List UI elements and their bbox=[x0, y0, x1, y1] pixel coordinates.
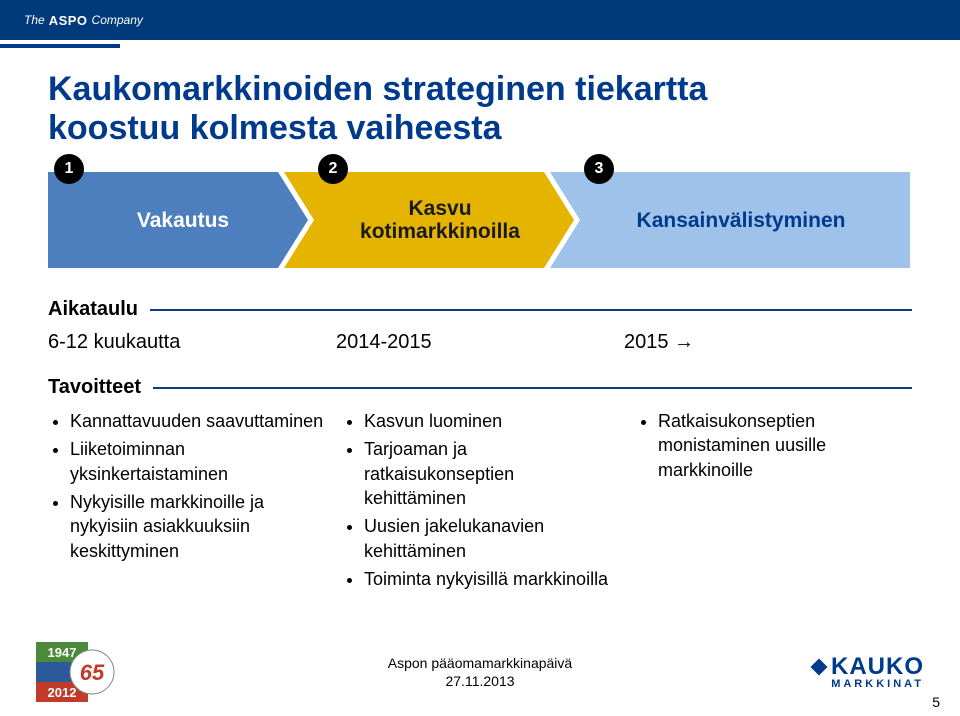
slide-title: Kaukomarkkinoiden strateginen tiekartta … bbox=[48, 70, 912, 148]
goal-item: Nykyisille markkinoille ja nykyisiin asi… bbox=[70, 490, 324, 563]
section-tavoitteet-header: Tavoitteet bbox=[48, 376, 912, 399]
title-line2: koostuu kolmesta vaiheesta bbox=[48, 109, 502, 147]
brand-topbar: The ASPO Company bbox=[0, 0, 960, 40]
footer-line2: 27.11.2013 bbox=[0, 672, 960, 690]
goal-item: Toiminta nykyisillä markkinoilla bbox=[364, 567, 618, 591]
phase-3-label: Kansainvälistyminen bbox=[550, 172, 910, 268]
goal-item: Liiketoiminnan yksinkertaistaminen bbox=[70, 437, 324, 486]
goals-row: Kannattavuuden saavuttaminen Liiketoimin… bbox=[48, 409, 912, 595]
goals-col-2: Kasvun luominen Tarjoaman ja ratkaisukon… bbox=[342, 409, 618, 595]
timeline-col-2: 2014-2015 bbox=[336, 331, 624, 354]
section-aikataulu-header: Aikataulu bbox=[48, 298, 912, 321]
phase-chevrons-row: 1 Vakautus 2 Kasvu kotimarkkinoilla 3 Ka… bbox=[48, 172, 912, 268]
timeline-col-1: 6-12 kuukautta bbox=[48, 331, 336, 354]
phase-2: 2 Kasvu kotimarkkinoilla bbox=[284, 172, 574, 268]
phase-3: 3 Kansainvälistyminen bbox=[550, 172, 910, 268]
aikataulu-label: Aikataulu bbox=[48, 298, 138, 321]
title-accent-bar bbox=[0, 44, 120, 48]
goal-item: Uusien jakelukanavien kehittäminen bbox=[364, 514, 618, 563]
goal-item: Ratkaisukonseptien monistaminen uusille … bbox=[658, 409, 912, 482]
timeline-row: 6-12 kuukautta 2014-2015 2015 → bbox=[48, 331, 912, 354]
brand-logo-text: ASPO bbox=[49, 13, 88, 28]
section-rule bbox=[150, 309, 912, 311]
brand-prefix: The bbox=[24, 13, 45, 27]
brand-suffix: Company bbox=[92, 13, 143, 27]
slide-content: Kaukomarkkinoiden strateginen tiekartta … bbox=[0, 40, 960, 595]
goal-item: Kasvun luominen bbox=[364, 409, 618, 433]
goals-col-3: Ratkaisukonseptien monistaminen uusille … bbox=[636, 409, 912, 595]
title-line1: Kaukomarkkinoiden strateginen tiekartta bbox=[48, 70, 707, 108]
tavoitteet-label: Tavoitteet bbox=[48, 376, 141, 399]
goals-col-1: Kannattavuuden saavuttaminen Liiketoimin… bbox=[48, 409, 324, 595]
goal-item: Tarjoaman ja ratkaisukonseptien kehittäm… bbox=[364, 437, 618, 510]
timeline-col-3: 2015 → bbox=[624, 331, 912, 354]
section-rule bbox=[153, 387, 912, 389]
phase-1-label: Vakautus bbox=[48, 172, 308, 268]
slide-footer: 1947 2012 65 Aspon pääomamarkkinapäivä 2… bbox=[0, 636, 960, 716]
phase-2-label: Kasvu kotimarkkinoilla bbox=[284, 172, 574, 268]
page-number: 5 bbox=[932, 694, 940, 710]
phase-1: 1 Vakautus bbox=[48, 172, 308, 268]
goal-item: Kannattavuuden saavuttaminen bbox=[70, 409, 324, 433]
